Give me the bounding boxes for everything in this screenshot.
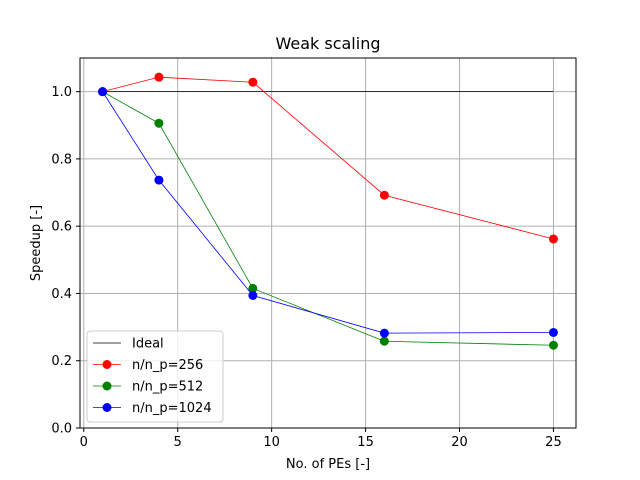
legend: Ideal n/n_p=256 n/n_p=512 n/n_p=1024: [86, 330, 224, 423]
series-layer: [98, 72, 558, 350]
legend-swatch-marker: [102, 381, 112, 391]
legend-label: n/n_p=1024: [132, 401, 212, 416]
data-point-n-n-p-1024: [248, 290, 258, 300]
legend-label: n/n_p=256: [132, 358, 203, 373]
y-tick-label: 0.8: [51, 152, 72, 167]
x-tick-label: 5: [174, 435, 182, 450]
data-point-n-n-p-512: [548, 340, 558, 350]
series-n-n-p-1024: [98, 87, 558, 338]
legend-box: [86, 330, 224, 423]
data-point-n-n-p-256: [154, 72, 164, 82]
chart-title: Weak scaling: [275, 34, 380, 53]
legend-swatch-marker: [102, 360, 112, 369]
legend-entry-n-n-p-512: n/n_p=512: [93, 380, 203, 395]
legend-entry-n-n-p-256: n/n_p=256: [93, 358, 203, 373]
y-axis-label: Speedup [-]: [29, 205, 44, 281]
y-tick-label: 0.6: [51, 220, 72, 235]
y-tick-label: 1.0: [51, 85, 72, 100]
x-axis-label: No. of PEs [-]: [286, 457, 370, 472]
data-point-n-n-p-256: [548, 234, 558, 244]
plot-frame: [79, 57, 577, 429]
legend-label: n/n_p=512: [132, 380, 203, 395]
y-tick-label: 0.2: [51, 354, 72, 369]
legend-label: Ideal: [132, 337, 164, 352]
x-tick-label: 15: [357, 435, 374, 450]
data-point-n-n-p-512: [154, 118, 164, 128]
data-point-n-n-p-1024: [98, 87, 108, 97]
data-point-n-n-p-1024: [154, 175, 164, 185]
y-tick-label: 0.0: [51, 422, 72, 437]
x-tick-label: 0: [80, 435, 88, 450]
tick-layer: 0 5 10 15 20 25 0.0 0.2 0.4 0.6 0.8 1.0: [51, 85, 561, 450]
legend-entry-n-n-p-1024: n/n_p=1024: [93, 401, 212, 416]
x-tick-label: 20: [451, 435, 468, 450]
x-tick-label: 25: [545, 435, 562, 450]
legend-swatch-marker: [102, 403, 112, 412]
data-point-n-n-p-256: [248, 77, 258, 87]
data-point-n-n-p-1024: [379, 328, 389, 338]
x-tick-label: 10: [263, 435, 280, 450]
data-point-n-n-p-512: [248, 283, 258, 293]
y-tick-label: 0.4: [51, 287, 72, 302]
data-point-n-n-p-512: [379, 336, 389, 346]
legend-entry-ideal: Ideal: [93, 337, 164, 352]
data-point-n-n-p-256: [379, 190, 389, 200]
series-n-n-p-512: [98, 87, 558, 350]
data-point-n-n-p-1024: [548, 327, 558, 337]
